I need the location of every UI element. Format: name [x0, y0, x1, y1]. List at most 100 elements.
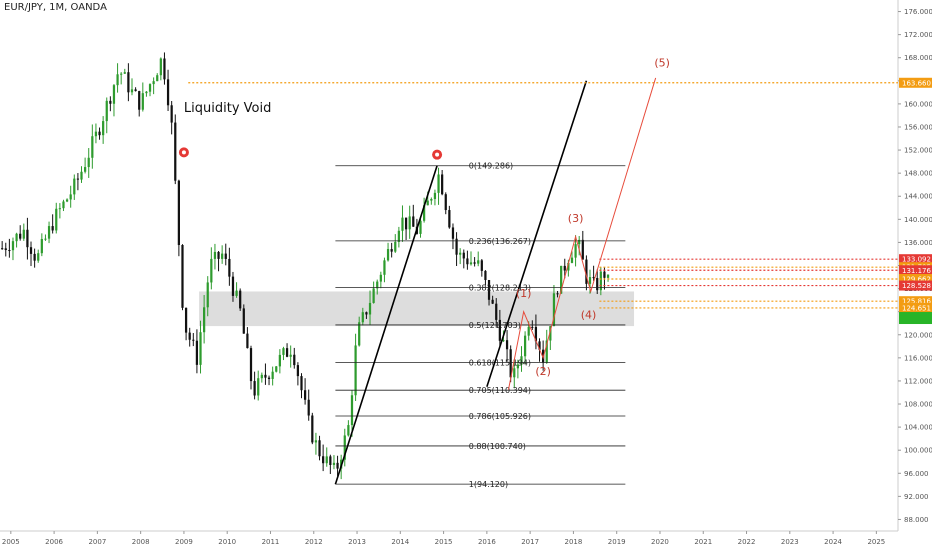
candle-body: [469, 262, 473, 265]
wave-label: (3): [568, 212, 584, 225]
candle-body: [69, 194, 72, 200]
candle-body: [109, 100, 112, 104]
candle-body: [246, 333, 249, 349]
price-axis-tick-label: 88.000: [904, 516, 929, 524]
wave-label: (2): [535, 365, 551, 378]
candle-body: [217, 251, 220, 259]
candle-body: [83, 167, 87, 172]
price-axis-tick-label: 144.000: [904, 193, 932, 201]
candle-body: [264, 374, 267, 378]
candle-body: [91, 136, 94, 158]
price-level-badge-text: 133.092: [902, 256, 931, 264]
candle-body: [303, 390, 307, 400]
candle-body: [123, 72, 126, 74]
candle-body: [181, 245, 184, 308]
candle-body: [567, 262, 570, 271]
candle-body: [37, 253, 40, 261]
candle-body: [332, 462, 336, 465]
candle-body: [354, 345, 357, 396]
candle-body: [466, 258, 469, 265]
candle-body: [224, 253, 227, 259]
candle-body: [329, 456, 332, 465]
candle-body: [372, 288, 375, 303]
candle-body: [44, 238, 47, 240]
candle-body: [599, 271, 602, 291]
fib-level-label: 0.618(115.194): [469, 358, 531, 367]
candle-body: [141, 93, 144, 110]
candle-body: [531, 326, 534, 328]
candle-body: [33, 253, 36, 261]
candle-body: [314, 440, 318, 443]
candle-body: [578, 239, 581, 245]
candle-body: [585, 259, 588, 284]
candle-body: [588, 277, 592, 284]
candle-body: [322, 456, 325, 464]
candle-body: [300, 376, 303, 391]
candle-body: [502, 340, 505, 342]
candle-body: [105, 100, 108, 122]
candle-body: [210, 258, 213, 283]
candle-body: [76, 178, 80, 180]
candle-body: [206, 282, 209, 308]
candle-body: [347, 425, 350, 436]
candle-body: [231, 276, 235, 296]
price-level-badge: [899, 296, 932, 307]
candle-body: [98, 131, 101, 136]
candle-body: [433, 192, 437, 200]
candle-body: [520, 356, 523, 365]
candle-body: [174, 122, 177, 181]
candle-body: [505, 340, 509, 350]
wave-label: (1): [516, 287, 532, 300]
price-axis-tick-label: 140.000: [904, 216, 932, 224]
price-level-badge: [899, 265, 932, 276]
candle-body: [444, 194, 447, 211]
time-axis-tick-label: 2011: [262, 538, 280, 546]
candle-body: [29, 247, 33, 254]
price-level-badge: [899, 254, 932, 265]
candle-body: [65, 199, 69, 202]
candle-body: [516, 364, 520, 369]
candle-body: [368, 302, 372, 315]
candle-body: [94, 131, 98, 137]
candle-body: [55, 208, 58, 231]
price-level-badge-text: 125.816: [902, 298, 931, 306]
time-axis-tick-label: 2013: [348, 538, 366, 546]
candle-body: [538, 341, 541, 350]
candle-body: [296, 365, 300, 377]
candle-body: [116, 74, 119, 86]
candle-body: [87, 157, 90, 168]
candle-body: [574, 244, 577, 258]
candle-body: [430, 199, 433, 201]
candle-body: [390, 249, 393, 252]
candle-body: [228, 258, 231, 277]
price-axis-tick-label: 104.000: [904, 424, 932, 432]
candle-body: [249, 348, 253, 382]
fib-level-label: 1(94.120): [469, 480, 508, 489]
candle-body: [437, 174, 440, 193]
candle-body: [513, 368, 516, 378]
candle-body: [441, 174, 444, 195]
candle-body: [336, 462, 339, 469]
time-axis-tick-label: 2024: [824, 538, 842, 546]
fib-level-label: 0(149.286): [469, 162, 513, 171]
candle-body: [376, 281, 379, 289]
candle-body: [495, 303, 498, 320]
price-level-badge-text: 129.662: [902, 275, 931, 283]
price-level-badge-text: 163.660: [902, 79, 931, 87]
candle-body: [549, 326, 552, 341]
fib-level-label: 0.786(105.926): [469, 412, 531, 421]
candle-body: [592, 277, 595, 279]
candle-body: [455, 238, 458, 255]
candle-body: [560, 265, 563, 294]
fib-level-label: 0.88(100.740): [469, 442, 526, 451]
candle-body: [426, 200, 429, 206]
time-axis-tick-label: 2019: [608, 538, 626, 546]
candle-body: [361, 312, 364, 323]
candle-body: [40, 238, 43, 254]
liquidity-zone-box: [199, 291, 635, 327]
candle-body: [386, 249, 390, 261]
price-level-badge: [899, 273, 932, 284]
time-axis-tick-label: 2010: [218, 538, 236, 546]
time-axis-tick-label: 2008: [132, 538, 150, 546]
